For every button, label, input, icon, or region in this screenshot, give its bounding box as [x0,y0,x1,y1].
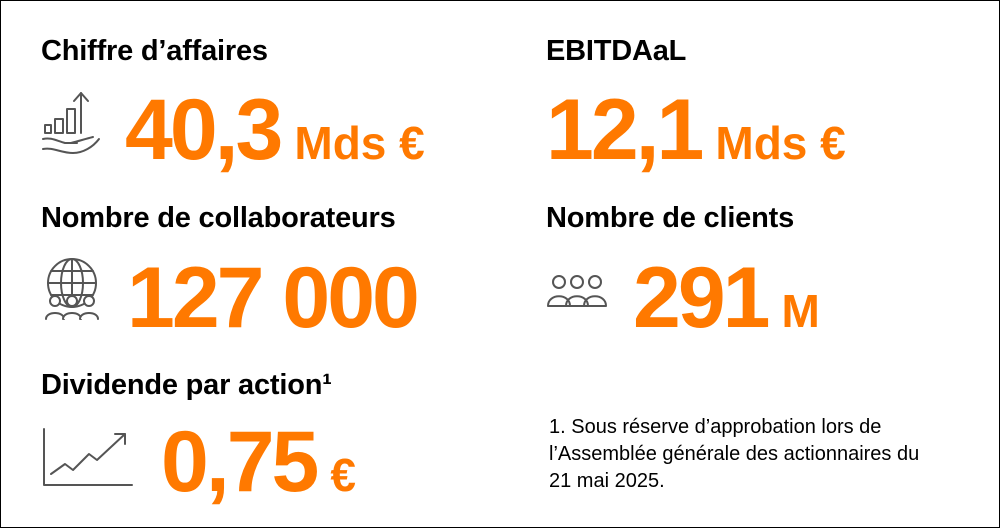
ebitdaal-value: 12,1 [546,82,704,178]
customers-unit: M [781,285,820,337]
revenue-value-group: 40,3 Mds € [125,87,425,173]
employees-value-group: 127 000 [127,255,420,341]
revenue-label: Chiffre d’affaires [41,35,268,67]
hand-growth-icon [41,89,103,159]
ebitdaal-value-group: 12,1 Mds € [546,87,846,173]
dividend-unit: € [330,449,356,501]
people-group-icon [546,273,608,309]
employees-label: Nombre de collaborateurs [41,202,396,234]
ebitdaal-unit: Mds € [715,117,846,169]
dividend-label: Dividende par action¹ [41,369,332,401]
revenue-value: 40,3 [125,82,283,178]
dividend-value-group: 0,75 € [161,419,356,505]
ebitdaal-label: EBITDAaL [546,35,687,67]
globe-people-icon [41,257,103,323]
footnote: 1. Sous réserve d’approbation lors de l’… [549,416,920,492]
customers-label: Nombre de clients [546,202,794,234]
trend-chart-icon [41,426,135,488]
dividend-value: 0,75 [161,414,319,510]
customers-value: 291 [633,250,770,346]
revenue-unit: Mds € [294,117,425,169]
employees-value: 127 000 [127,250,420,346]
customers-value-group: 291 M [633,255,820,341]
